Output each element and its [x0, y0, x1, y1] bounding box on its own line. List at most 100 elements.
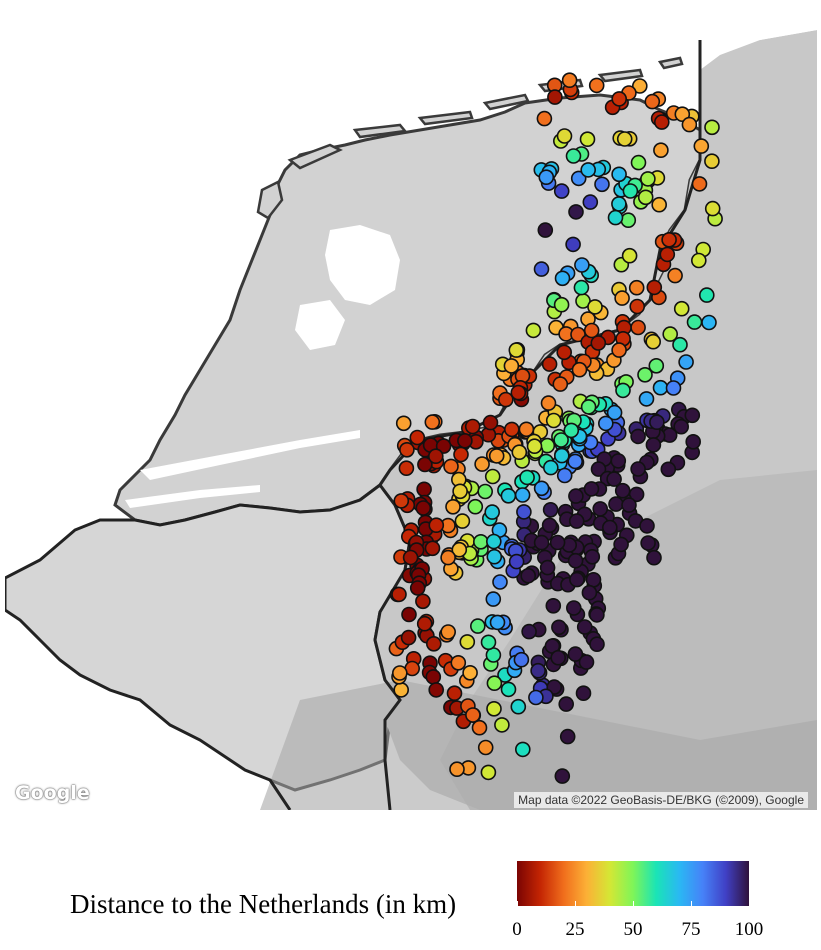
survey-point[interactable]	[580, 399, 597, 415]
survey-point[interactable]	[533, 480, 550, 497]
survey-point[interactable]	[570, 326, 586, 343]
survey-point[interactable]	[601, 519, 618, 536]
survey-point[interactable]	[541, 517, 558, 534]
survey-point[interactable]	[582, 194, 599, 210]
survey-point[interactable]	[690, 252, 707, 269]
survey-point[interactable]	[494, 717, 510, 733]
survey-point[interactable]	[606, 471, 622, 487]
survey-point[interactable]	[588, 77, 605, 94]
survey-point[interactable]	[580, 162, 597, 178]
survey-point[interactable]	[611, 342, 627, 358]
survey-point[interactable]	[395, 415, 412, 432]
survey-point[interactable]	[446, 685, 463, 702]
survey-point[interactable]	[482, 414, 499, 431]
survey-point[interactable]	[630, 461, 646, 477]
survey-point[interactable]	[597, 415, 614, 432]
survey-point[interactable]	[645, 437, 662, 453]
survey-point[interactable]	[511, 444, 528, 461]
survey-point[interactable]	[409, 429, 426, 446]
survey-point[interactable]	[640, 171, 656, 187]
survey-point[interactable]	[549, 534, 566, 551]
survey-point[interactable]	[704, 119, 720, 136]
survey-point[interactable]	[503, 421, 520, 438]
survey-point[interactable]	[459, 634, 476, 650]
survey-point[interactable]	[614, 482, 631, 499]
survey-point[interactable]	[489, 614, 506, 631]
survey-point[interactable]	[574, 257, 590, 273]
survey-point[interactable]	[653, 114, 670, 130]
survey-point[interactable]	[684, 407, 701, 424]
survey-point[interactable]	[542, 459, 559, 476]
survey-point[interactable]	[445, 498, 461, 515]
survey-point[interactable]	[514, 741, 531, 758]
survey-point[interactable]	[556, 344, 573, 361]
survey-point[interactable]	[638, 391, 655, 407]
survey-point[interactable]	[533, 534, 550, 551]
survey-point[interactable]	[559, 728, 576, 745]
survey-point[interactable]	[567, 453, 584, 470]
survey-point[interactable]	[630, 428, 646, 445]
survey-point[interactable]	[526, 438, 543, 455]
survey-point[interactable]	[400, 629, 417, 646]
survey-point[interactable]	[567, 552, 584, 569]
survey-point[interactable]	[528, 689, 544, 706]
survey-point[interactable]	[628, 279, 645, 296]
survey-point[interactable]	[704, 153, 720, 169]
survey-point[interactable]	[614, 290, 630, 306]
survey-point[interactable]	[698, 287, 715, 303]
survey-point[interactable]	[427, 448, 444, 465]
survey-point[interactable]	[667, 267, 683, 284]
survey-point[interactable]	[536, 110, 553, 127]
survey-point[interactable]	[416, 481, 432, 498]
survey-point[interactable]	[513, 651, 530, 668]
map-area[interactable]: Google Map data ©2022 GeoBasis-DE/BKG (©…	[5, 0, 817, 810]
survey-point[interactable]	[569, 571, 585, 588]
survey-point[interactable]	[391, 586, 407, 603]
survey-point[interactable]	[568, 204, 584, 220]
survey-point[interactable]	[424, 414, 441, 430]
survey-point[interactable]	[704, 200, 721, 217]
survey-point[interactable]	[594, 176, 610, 193]
survey-point[interactable]	[503, 358, 520, 374]
survey-point[interactable]	[590, 461, 607, 477]
survey-point[interactable]	[538, 169, 555, 185]
survey-point[interactable]	[622, 183, 639, 199]
survey-point[interactable]	[452, 483, 468, 500]
survey-point[interactable]	[457, 432, 473, 449]
survey-point[interactable]	[484, 468, 501, 485]
survey-point[interactable]	[553, 296, 570, 313]
survey-point[interactable]	[646, 279, 663, 296]
survey-point[interactable]	[471, 719, 488, 736]
survey-point[interactable]	[485, 533, 502, 550]
survey-point[interactable]	[508, 553, 525, 570]
survey-point[interactable]	[514, 487, 531, 503]
survey-point[interactable]	[486, 700, 502, 717]
survey-point[interactable]	[428, 517, 445, 534]
survey-point[interactable]	[399, 441, 415, 458]
survey-point[interactable]	[686, 314, 703, 330]
survey-point[interactable]	[553, 447, 570, 464]
survey-point[interactable]	[449, 761, 465, 778]
survey-point[interactable]	[649, 414, 665, 431]
survey-point[interactable]	[681, 116, 698, 133]
survey-point[interactable]	[485, 591, 502, 607]
survey-point[interactable]	[508, 342, 525, 358]
survey-point[interactable]	[685, 433, 702, 450]
survey-point[interactable]	[416, 615, 433, 632]
survey-point[interactable]	[648, 357, 665, 374]
survey-point[interactable]	[500, 487, 517, 504]
survey-point[interactable]	[584, 548, 601, 565]
survey-point[interactable]	[474, 456, 490, 472]
survey-point[interactable]	[691, 176, 708, 192]
survey-point[interactable]	[589, 636, 605, 653]
survey-point[interactable]	[639, 518, 655, 534]
survey-point[interactable]	[678, 354, 694, 370]
survey-point[interactable]	[547, 89, 563, 105]
survey-point[interactable]	[556, 467, 573, 484]
survey-point[interactable]	[660, 461, 677, 478]
survey-point[interactable]	[540, 395, 557, 411]
survey-point[interactable]	[402, 549, 419, 566]
survey-point[interactable]	[592, 501, 609, 517]
survey-point[interactable]	[644, 93, 661, 110]
survey-point[interactable]	[662, 326, 679, 342]
